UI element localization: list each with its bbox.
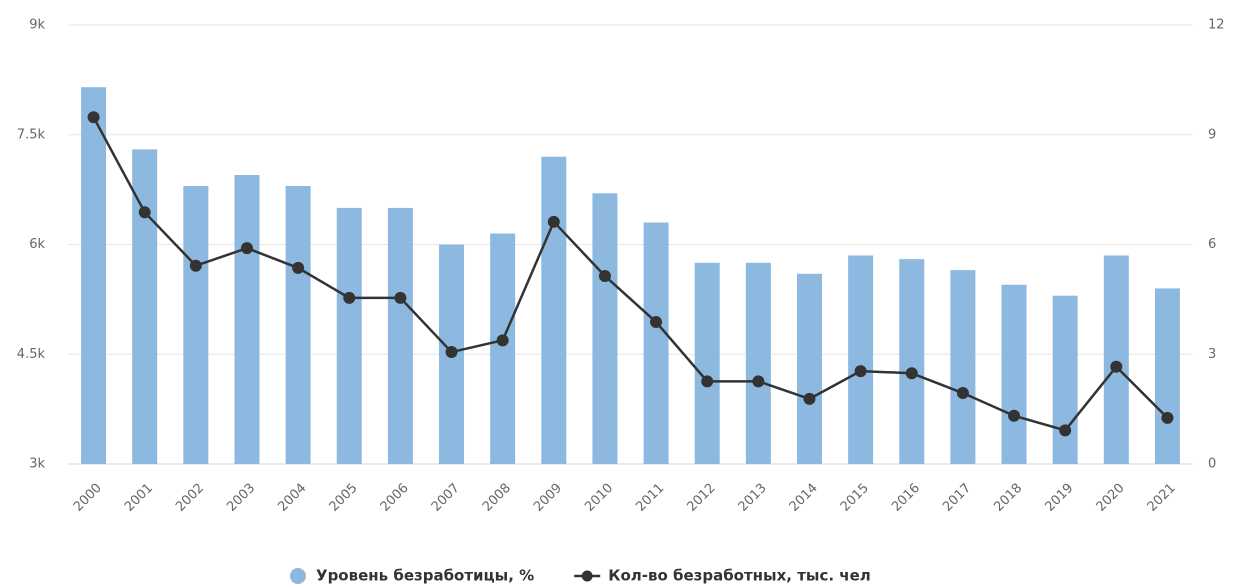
line-point bbox=[394, 291, 407, 304]
legend-marker bbox=[581, 570, 593, 582]
y2-tick-label: 9 bbox=[1208, 127, 1216, 142]
x-tick-label: 2002 bbox=[173, 481, 207, 515]
x-tick-label: 2000 bbox=[71, 481, 105, 515]
line-point bbox=[752, 375, 765, 388]
x-tick-label: 2005 bbox=[327, 481, 361, 515]
bar bbox=[1154, 288, 1180, 464]
y2-tick-label: 3 bbox=[1208, 347, 1216, 362]
bar bbox=[285, 185, 311, 464]
y2-tick-label: 6 bbox=[1208, 237, 1216, 252]
y-tick-label: 7.5k bbox=[17, 127, 46, 142]
line-point bbox=[956, 387, 969, 400]
line-point bbox=[1008, 409, 1021, 422]
bar bbox=[541, 156, 567, 464]
x-tick-label: 2001 bbox=[122, 481, 156, 515]
x-tick-label: 2014 bbox=[787, 481, 821, 515]
bar bbox=[643, 222, 669, 464]
line-point bbox=[905, 367, 918, 380]
line-point bbox=[1110, 360, 1123, 373]
line-point bbox=[701, 375, 714, 388]
bar bbox=[592, 193, 618, 465]
bar bbox=[490, 233, 516, 464]
line-point bbox=[803, 392, 816, 405]
line-point bbox=[445, 346, 458, 359]
x-tick-label: 2019 bbox=[1042, 481, 1076, 515]
bar bbox=[132, 149, 158, 464]
line-point bbox=[1161, 411, 1174, 424]
bar bbox=[387, 207, 413, 464]
line-point bbox=[1059, 424, 1072, 437]
bar bbox=[899, 259, 925, 464]
y2-tick-label: 0 bbox=[1208, 457, 1216, 472]
line-point bbox=[189, 259, 202, 272]
x-tick-label: 2006 bbox=[378, 481, 412, 515]
x-tick-label: 2008 bbox=[480, 481, 514, 515]
y-tick-label: 6k bbox=[29, 237, 45, 252]
bar bbox=[745, 262, 771, 464]
line-point bbox=[138, 206, 151, 219]
bar bbox=[81, 87, 107, 465]
legend: Уровень безработицы, % Кол-во безработных… bbox=[290, 567, 871, 585]
x-tick-label: 2007 bbox=[429, 481, 463, 515]
bar bbox=[796, 273, 822, 464]
x-tick-label: 2015 bbox=[838, 481, 872, 515]
legend-label: Кол-во безработных, тыс. чел bbox=[608, 567, 871, 585]
x-tick-label: 2021 bbox=[1145, 481, 1179, 515]
bar bbox=[234, 174, 260, 464]
x-tick-label: 2018 bbox=[991, 481, 1025, 515]
x-tick-label: 2011 bbox=[633, 481, 667, 515]
bar bbox=[1103, 255, 1129, 464]
x-tick-label: 2004 bbox=[275, 481, 309, 515]
line-point bbox=[547, 215, 560, 228]
x-tick-label: 2010 bbox=[582, 481, 616, 515]
line-point bbox=[292, 261, 305, 274]
x-tick-label: 2003 bbox=[224, 481, 258, 515]
line-point bbox=[496, 334, 509, 347]
x-tick-label: 2012 bbox=[685, 481, 719, 515]
line-point bbox=[854, 365, 867, 378]
line-point bbox=[87, 111, 100, 124]
legend-label: Уровень безработицы, % bbox=[316, 567, 534, 585]
y-tick-label: 9k bbox=[29, 18, 45, 33]
bar bbox=[1001, 284, 1027, 464]
bar bbox=[848, 255, 874, 464]
line-point bbox=[598, 269, 611, 282]
x-tick-label: 2016 bbox=[889, 481, 923, 515]
bar bbox=[1052, 295, 1078, 464]
bar bbox=[694, 262, 720, 464]
line-point bbox=[650, 316, 663, 329]
bar bbox=[183, 185, 209, 464]
line-point bbox=[240, 242, 253, 255]
y-tick-label: 4.5k bbox=[17, 347, 46, 362]
x-tick-label: 2009 bbox=[531, 481, 565, 515]
bar bbox=[950, 270, 976, 464]
line bbox=[92, 116, 1169, 432]
y2-tick-label: 12 bbox=[1208, 18, 1225, 33]
bar bbox=[336, 207, 362, 464]
x-tick-label: 2013 bbox=[736, 481, 770, 515]
x-tick-label: 2020 bbox=[1094, 481, 1128, 515]
x-tick-label: 2017 bbox=[940, 481, 974, 515]
line-point bbox=[343, 291, 356, 304]
legend-marker bbox=[290, 568, 306, 584]
y-tick-label: 3k bbox=[29, 457, 45, 472]
